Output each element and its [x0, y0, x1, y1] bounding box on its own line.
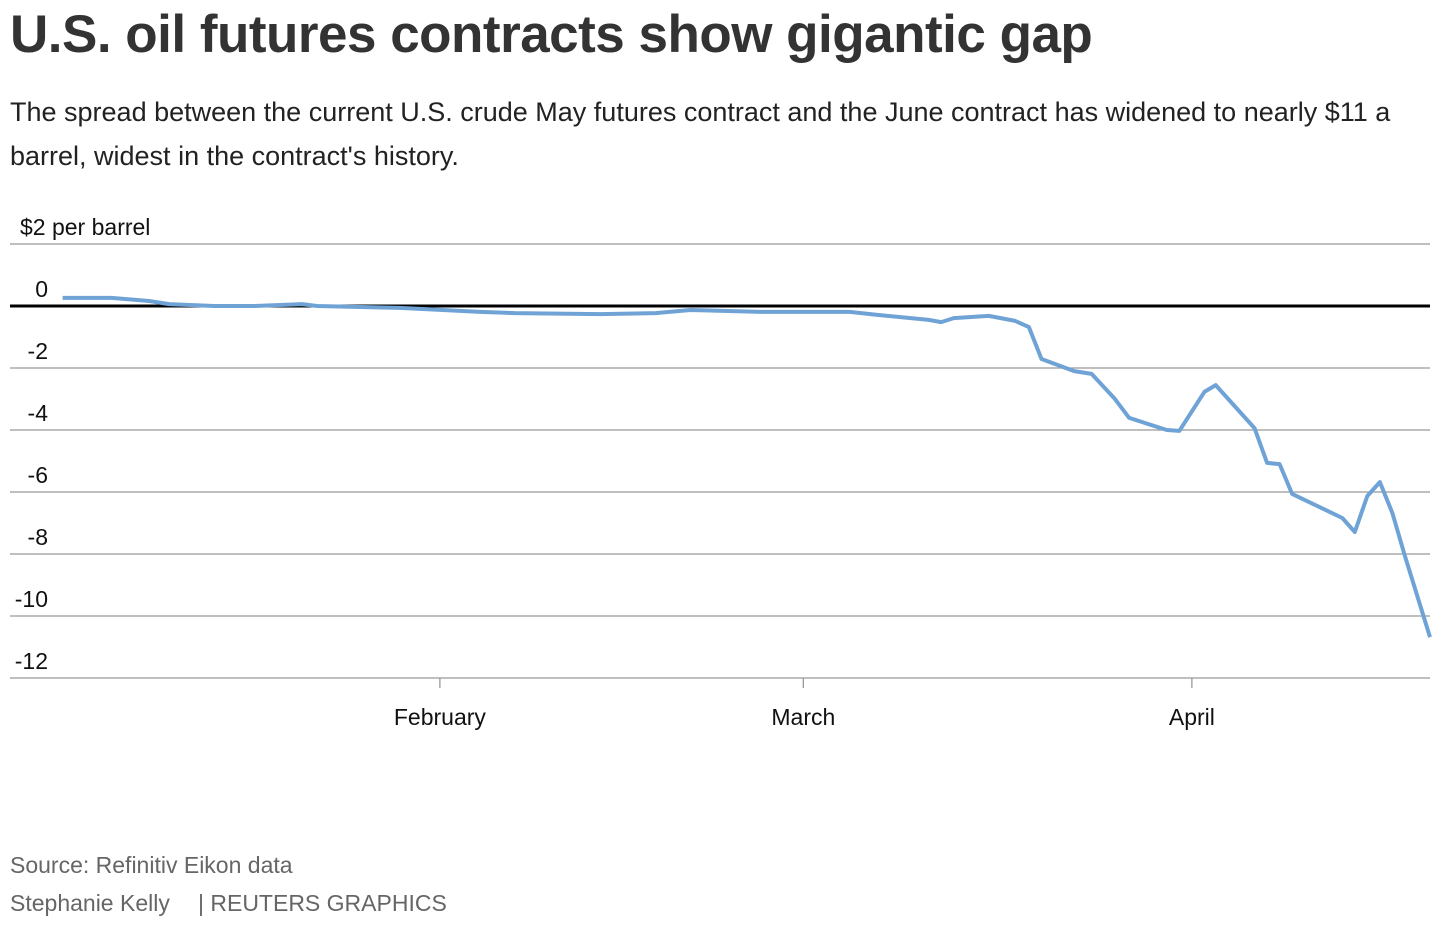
x-tick-label: March — [771, 704, 835, 730]
source: Source: Refinitiv Eikon data — [10, 852, 293, 878]
y-tick-label: -4 — [28, 400, 49, 426]
x-tick-label: February — [394, 704, 487, 730]
y-tick-label: -8 — [28, 524, 48, 550]
y-tick-label: 0 — [35, 276, 48, 302]
credit: Stephanie Kelly — [10, 890, 170, 916]
publisher: | REUTERS GRAPHICS — [198, 890, 447, 916]
x-tick-label: April — [1169, 704, 1215, 730]
chart: $2 per barrel 0 -2 -4 -6 -8 -10 -12 February Marc… — [10, 214, 1432, 730]
y-tick-label: -10 — [15, 586, 48, 612]
y-tick-label: -12 — [15, 648, 48, 674]
y-tick-label: -2 — [28, 338, 48, 364]
y-tick-label: $2 per barrel — [20, 214, 150, 240]
chart-subtitle: The spread between the current U.S. crud… — [10, 97, 1391, 171]
series-line — [62, 295, 1432, 638]
chart-title: U.S. oil futures contracts show gigantic… — [10, 5, 1093, 64]
y-tick-label: -6 — [28, 462, 48, 488]
